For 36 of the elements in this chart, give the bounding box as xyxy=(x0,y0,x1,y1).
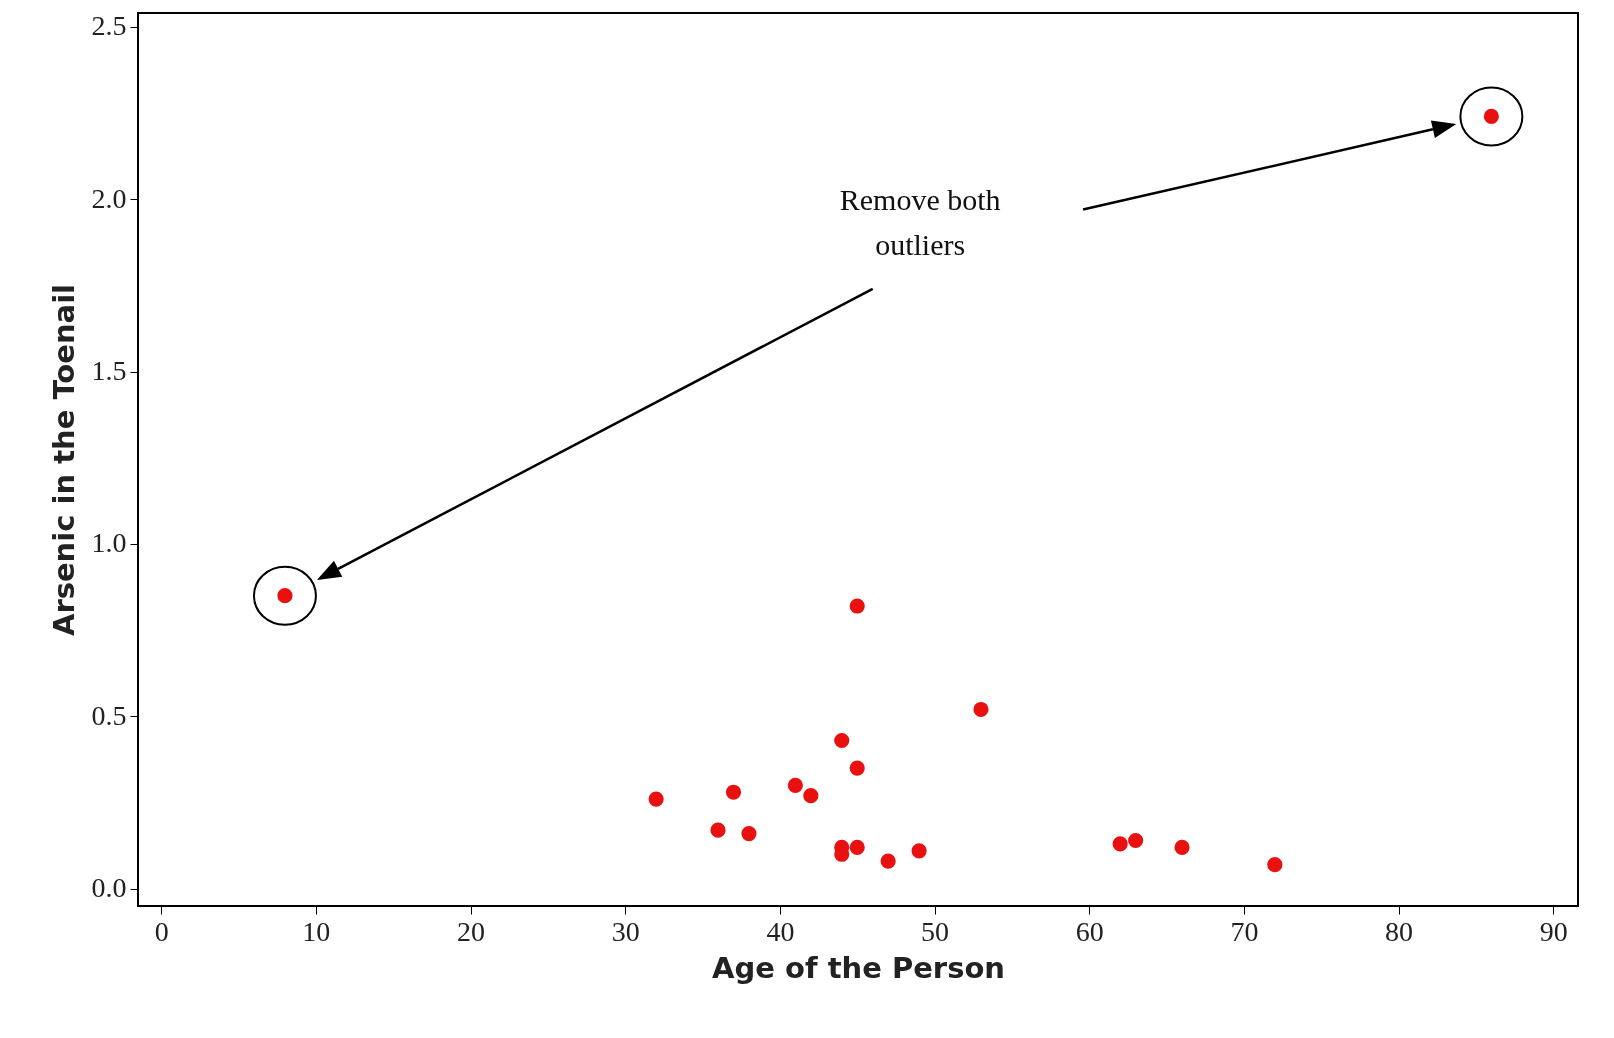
point xyxy=(1174,839,1190,855)
x-tick-label: 80 xyxy=(1385,915,1414,947)
point xyxy=(648,791,664,807)
point xyxy=(911,843,927,859)
y-tick-label: 0.5 xyxy=(91,699,127,731)
y-tick-label: 1.5 xyxy=(91,355,127,387)
x-tick-label: 0 xyxy=(154,915,169,947)
point xyxy=(973,701,989,718)
point xyxy=(1112,836,1128,852)
y-tick-label: 2.0 xyxy=(91,182,127,214)
point xyxy=(880,853,896,869)
x-tick-label: 40 xyxy=(766,915,795,947)
x-tick-label: 70 xyxy=(1230,915,1259,947)
x-tick-label: 50 xyxy=(921,915,950,947)
point xyxy=(1128,832,1144,849)
point xyxy=(849,760,865,776)
point xyxy=(849,839,865,855)
point xyxy=(787,777,803,793)
y-tick-label: 0.0 xyxy=(91,872,127,904)
point xyxy=(741,826,757,842)
point xyxy=(834,732,850,749)
point xyxy=(1267,857,1283,873)
x-tick-label: 60 xyxy=(1075,915,1104,947)
y-axis-title: Arsenic in the Toenail xyxy=(46,283,81,637)
point xyxy=(803,788,819,804)
y-tick-label: 1.0 xyxy=(91,527,127,559)
x-tick-label: 20 xyxy=(457,915,486,947)
point xyxy=(849,598,865,614)
annotation: Remove both outliers xyxy=(838,181,1002,263)
point xyxy=(710,822,726,838)
x-tick-label: 30 xyxy=(611,915,640,947)
x-tick-label: 10 xyxy=(302,915,331,947)
x-tick-label: 90 xyxy=(1539,915,1568,947)
x-axis-title: Age of the Person xyxy=(712,950,1005,985)
y-tick-label: 2.5 xyxy=(91,10,127,42)
point xyxy=(725,784,742,800)
